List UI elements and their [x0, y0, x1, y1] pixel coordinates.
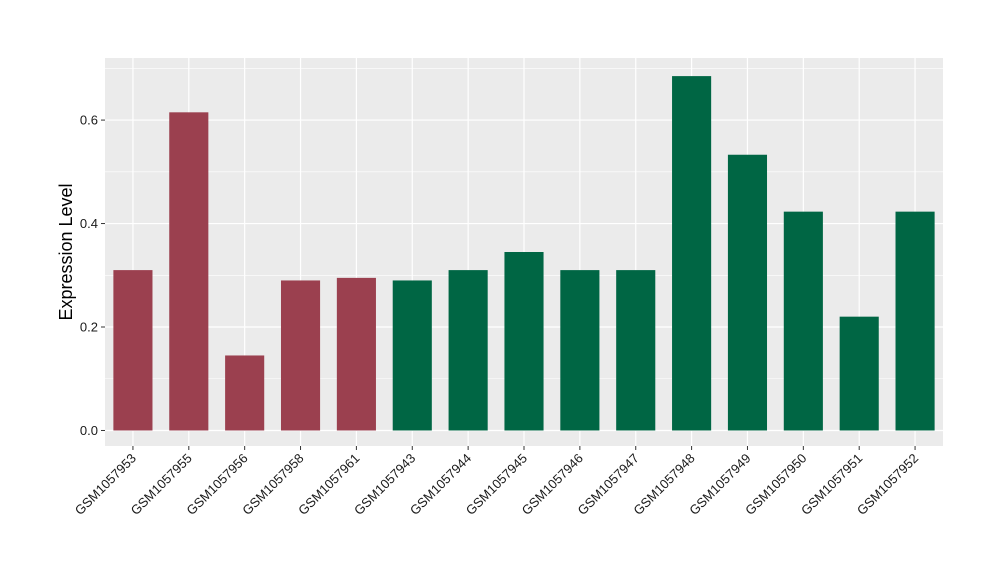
- y-tick-label: 0.4: [80, 216, 98, 231]
- bar-GSM1057944: [448, 270, 488, 431]
- x-axis: GSM1057953GSM1057955GSM1057956GSM1057958…: [72, 446, 921, 518]
- bar-GSM1057946: [560, 270, 600, 431]
- bar-GSM1057950: [783, 211, 823, 431]
- bar-GSM1057948: [672, 76, 712, 431]
- bar-GSM1057952: [895, 211, 935, 431]
- bar-GSM1057951: [839, 316, 879, 431]
- bar-GSM1057947: [616, 270, 656, 431]
- bar-GSM1057955: [169, 112, 209, 431]
- bar-GSM1057943: [392, 280, 432, 431]
- bar-GSM1057953: [113, 270, 153, 431]
- y-tick-label: 0.0: [80, 423, 98, 438]
- bar-GSM1057958: [280, 280, 321, 431]
- bar-GSM1057956: [225, 355, 265, 431]
- bar-GSM1057961: [336, 277, 376, 431]
- bars: [113, 76, 935, 431]
- y-tick-label: 0.2: [80, 320, 98, 335]
- bar-GSM1057945: [504, 252, 544, 431]
- bar-GSM1057949: [727, 154, 768, 431]
- y-axis-title: Expression Level: [56, 183, 76, 320]
- y-axis: 0.0 0.2 0.4 0.6: [80, 113, 105, 438]
- y-tick-label: 0.6: [80, 113, 98, 128]
